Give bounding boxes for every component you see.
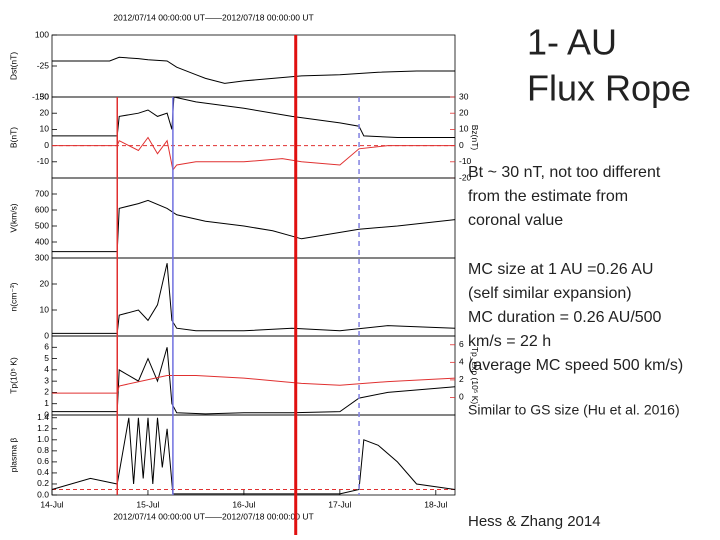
note-line: from the estimate from <box>468 188 628 205</box>
citation: Hess & Zhang 2014 <box>468 513 601 530</box>
x-axis-label: 2012/07/14 00:00:00 UT——2012/07/18 00:00… <box>113 511 313 521</box>
y-tick-label: -25 <box>37 60 50 70</box>
note-line: Bt ~ 30 nT, not too different <box>468 164 661 181</box>
y-tick-label: 1.4 <box>37 412 49 422</box>
panel-frame <box>51 34 456 98</box>
y2-axis-label: Bz(nT) <box>470 125 480 151</box>
y-tick-label: 20 <box>40 107 50 117</box>
y-tick-label: 10 <box>40 124 50 134</box>
note-line: MC duration = 0.26 AU/500 <box>468 309 662 326</box>
note-line: (average MC speed 500 km/s) <box>468 357 683 374</box>
data-line <box>52 96 455 138</box>
y-tick-label: -10 <box>37 156 50 166</box>
y2-tick-label: -20 <box>459 172 472 182</box>
data-line <box>51 417 456 495</box>
data-line <box>52 56 455 84</box>
slide-title: 1- AU <box>527 22 617 63</box>
y2-axis-label: Tp_exp (10⁵ K) <box>470 347 480 405</box>
y-axis-label: V(km/s) <box>8 203 18 232</box>
y-tick-label: 3 <box>44 375 49 385</box>
x-tick-label: 17-Jul <box>328 499 351 509</box>
y2-tick-label: 0 <box>459 392 464 402</box>
y-tick-label: 0 <box>44 330 49 340</box>
y-tick-label: 0.0 <box>37 489 49 499</box>
y-tick-label: 1.0 <box>37 434 49 444</box>
data-line <box>52 347 456 415</box>
plot-title: 2012/07/14 00:00:00 UT——2012/07/18 00:00… <box>113 12 313 22</box>
data-line <box>52 136 455 172</box>
y-tick-label: 0 <box>44 409 49 419</box>
y2-tick-label: 30 <box>459 91 469 101</box>
y-axis-label: Tp(10⁵ K) <box>8 357 18 394</box>
y-tick-label: 1 <box>44 398 49 408</box>
y-tick-label: 100 <box>35 29 49 39</box>
y-tick-label: 1.2 <box>37 423 49 433</box>
y-tick-label: 6 <box>44 342 49 352</box>
y-tick-label: 700 <box>35 188 49 198</box>
panel-frame <box>51 335 456 416</box>
data-line <box>52 375 456 394</box>
x-tick-label: 18-Jul <box>424 499 447 509</box>
y-tick-label: 0.4 <box>37 467 49 477</box>
slide-title: Flux Rope <box>527 68 691 109</box>
data-line <box>52 199 456 253</box>
y-tick-label: 0.2 <box>37 478 49 488</box>
y-tick-label: 30 <box>40 91 50 101</box>
y-tick-label: 4 <box>44 364 49 374</box>
remark: Similar to GS size (Hu et al. 2016) <box>468 402 680 418</box>
y-tick-label: 10 <box>40 304 50 314</box>
note-line: km/s = 22 h <box>468 333 551 350</box>
y-axis-label: n(cm⁻³) <box>8 282 18 311</box>
y-axis-label: Dst(nT) <box>8 52 18 81</box>
y-tick-label: 600 <box>35 204 49 214</box>
y-axis-label: B(nT) <box>8 127 18 148</box>
y2-tick-label: 2 <box>459 374 464 384</box>
panel-frame <box>51 177 456 259</box>
y-tick-label: 2 <box>44 387 49 397</box>
y-tick-label: 300 <box>35 252 49 262</box>
y-tick-label: 400 <box>35 236 49 246</box>
y-tick-label: 20 <box>40 278 50 288</box>
x-tick-label: 16-Jul <box>232 499 255 509</box>
y-axis-label: plasma β <box>8 438 18 473</box>
note-line: (self similar expansion) <box>468 285 632 302</box>
y2-tick-label: 10 <box>459 124 469 134</box>
y-tick-label: 5 <box>44 353 49 363</box>
panel-frame <box>51 257 456 337</box>
y2-tick-label: 0 <box>459 140 464 150</box>
panel-frame <box>51 414 456 496</box>
note-line: MC size at 1 AU =0.26 AU <box>468 261 653 278</box>
y2-tick-label: 6 <box>459 339 464 349</box>
x-tick-label: 15-Jul <box>136 499 159 509</box>
y-tick-label: 0.8 <box>37 445 49 455</box>
y-tick-label: 0.6 <box>37 456 49 466</box>
data-line <box>52 263 456 334</box>
y2-tick-label: 4 <box>459 357 464 367</box>
y2-tick-label: 20 <box>459 107 469 117</box>
x-tick-label: 14-Jul <box>40 499 63 509</box>
y-tick-label: -150 <box>32 91 49 101</box>
y-tick-label: 500 <box>35 220 49 230</box>
y2-tick-label: -10 <box>459 156 472 166</box>
y-tick-label: 0 <box>44 140 49 150</box>
note-line: coronal value <box>468 212 563 229</box>
